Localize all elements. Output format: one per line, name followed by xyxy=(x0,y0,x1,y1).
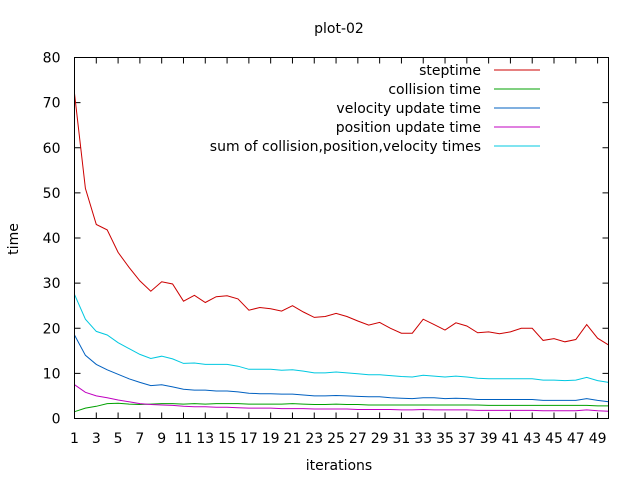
legend-label: sum of collision,position,velocity times xyxy=(210,139,481,155)
y-tick-label: 70 xyxy=(43,96,61,112)
x-tick-label: 49 xyxy=(589,431,607,447)
series-lines xyxy=(74,93,609,413)
x-tick-label: 25 xyxy=(327,431,345,447)
y-tick-label: 20 xyxy=(43,321,61,337)
series-line-3 xyxy=(74,384,609,412)
x-tick-label: 41 xyxy=(502,431,520,447)
x-tick-label: 9 xyxy=(157,431,166,447)
y-tick-label: 80 xyxy=(43,51,61,67)
legend-label: position update time xyxy=(336,120,481,136)
x-axis-label: iterations xyxy=(306,458,372,474)
y-tick-label: 30 xyxy=(43,276,61,292)
legend-label: collision time xyxy=(388,82,481,98)
y-tick-label: 50 xyxy=(43,186,61,202)
x-tick-label: 29 xyxy=(371,431,389,447)
legend-label: velocity update time xyxy=(336,101,481,117)
chart-title: plot-02 xyxy=(314,21,364,37)
series-line-4 xyxy=(74,294,609,383)
x-tick-label: 17 xyxy=(240,431,258,447)
y-tick-label: 40 xyxy=(43,231,61,247)
y-tick-label: 60 xyxy=(43,141,61,157)
x-tick-label: 43 xyxy=(523,431,541,447)
x-tick-label: 35 xyxy=(436,431,454,447)
x-tick-label: 21 xyxy=(284,431,302,447)
x-tick-label: 31 xyxy=(393,431,411,447)
y-axis-label: time xyxy=(6,223,22,255)
series-line-0 xyxy=(74,93,609,346)
x-axis-ticks: 1 3 5 7 9 11 13 15 17 19 21 23 25 27 29 31 33 35 37 39 41 43 4… xyxy=(70,57,607,447)
y-axis-ticks: 0 10 20 30 40 50 60 70 80 xyxy=(43,51,609,428)
x-tick-label: 39 xyxy=(480,431,498,447)
x-tick-label: 1 xyxy=(70,431,79,447)
y-tick-label: 0 xyxy=(52,412,61,428)
x-tick-label: 13 xyxy=(196,431,214,447)
plot-frame xyxy=(74,57,609,419)
series-line-1 xyxy=(74,402,609,413)
x-tick-label: 27 xyxy=(349,431,367,447)
y-tick-label: 10 xyxy=(43,366,61,382)
x-tick-label: 47 xyxy=(567,431,585,447)
x-tick-label: 23 xyxy=(305,431,323,447)
legend-label: steptime xyxy=(419,63,481,79)
x-tick-label: 33 xyxy=(414,431,432,447)
x-tick-label: 19 xyxy=(262,431,280,447)
x-tick-label: 11 xyxy=(175,431,193,447)
x-tick-label: 37 xyxy=(458,431,476,447)
x-tick-label: 3 xyxy=(92,431,101,447)
x-tick-label: 15 xyxy=(218,431,236,447)
x-tick-label: 5 xyxy=(114,431,123,447)
x-tick-label: 7 xyxy=(135,431,144,447)
legend: steptime collision time velocity update ti… xyxy=(210,63,540,155)
x-tick-label: 45 xyxy=(545,431,563,447)
series-line-2 xyxy=(74,334,609,403)
